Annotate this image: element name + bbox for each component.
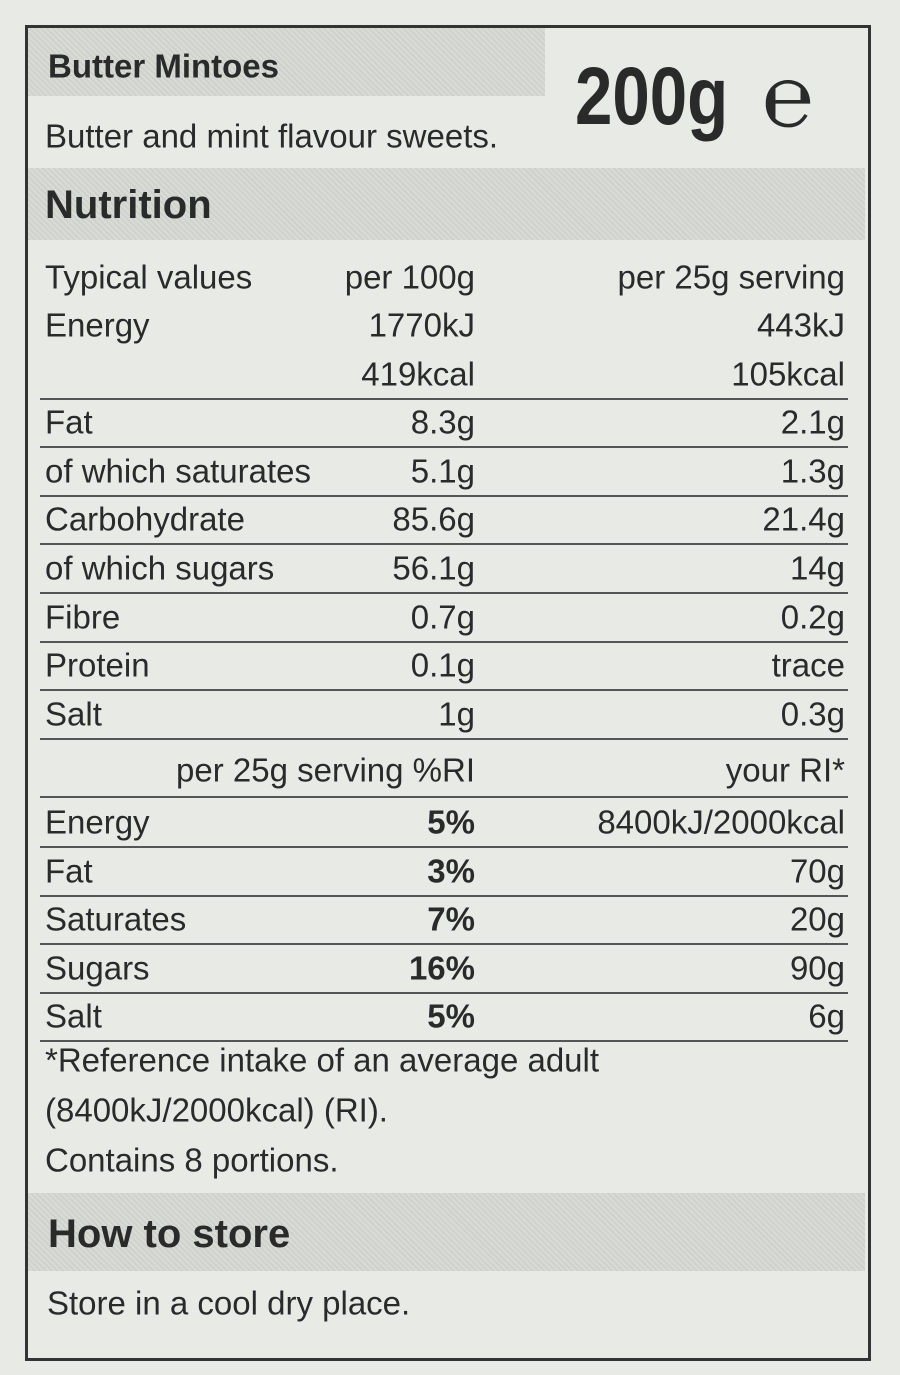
ri-value: 16%: [408, 949, 475, 987]
nutrient-value: 8.3g: [410, 403, 475, 441]
nutrient-value: 0.2g: [780, 598, 845, 636]
ri-value: 7%: [427, 900, 475, 938]
ri-header: your RI*: [725, 751, 845, 789]
title-band: [28, 28, 545, 96]
nutrient-value: trace: [771, 646, 845, 684]
nutrient-name: of which sugars: [45, 549, 275, 587]
nutrient-value: 419kcal: [361, 355, 475, 393]
nutrient-value: 1770kJ: [368, 306, 475, 344]
nutrient-value: 105kcal: [731, 355, 845, 393]
ri-name: Saturates: [45, 900, 187, 938]
column-header: per 25g serving: [617, 258, 845, 296]
column-header: per 100g: [344, 258, 475, 296]
storage-band: [28, 1193, 865, 1271]
ri-name: Salt: [45, 997, 102, 1035]
ri-value: 5%: [427, 803, 475, 841]
ri-value: 5%: [427, 997, 475, 1035]
product-weight: 200g: [575, 51, 729, 142]
footnote: Contains 8 portions.: [45, 1141, 339, 1179]
row-divider: [40, 991, 848, 994]
row-divider: [40, 397, 848, 400]
ri-value: 3%: [427, 852, 475, 890]
row-divider: [40, 796, 848, 798]
footnote: *Reference intake of an average adult: [45, 1041, 600, 1079]
nutrient-name: Salt: [45, 695, 102, 733]
product-name: Butter Mintoes: [48, 47, 279, 85]
ri-header: per 25g serving %RI: [176, 751, 475, 789]
nutrient-name: Protein: [45, 646, 150, 684]
nutrient-name: of which saturates: [45, 452, 311, 490]
row-divider: [40, 1040, 848, 1043]
storage-heading: How to store: [48, 1212, 291, 1256]
nutrient-name: Fat: [45, 403, 93, 441]
row-divider: [40, 592, 848, 594]
nutrient-value: 1.3g: [780, 452, 845, 490]
row-divider: [40, 494, 848, 497]
nutrient-name: Carbohydrate: [45, 500, 245, 538]
nutrient-name: Energy: [45, 306, 150, 344]
ri-name: Energy: [45, 803, 150, 841]
footnote: (8400kJ/2000kcal) (RI).: [45, 1091, 388, 1129]
nutrient-value: 0.1g: [410, 646, 475, 684]
nutrient-value: 5.1g: [410, 452, 475, 490]
nutrition-heading: Nutrition: [45, 183, 212, 227]
row-divider: [40, 894, 848, 897]
row-divider: [40, 689, 848, 692]
row-divider: [40, 737, 848, 740]
nutrient-value: 2.1g: [780, 403, 845, 441]
ri-value: 6g: [808, 997, 845, 1035]
ri-value: 8400kJ/2000kcal: [597, 803, 845, 841]
nutrient-value: 85.6g: [392, 500, 475, 538]
row-divider: [40, 446, 848, 449]
nutrient-value: 1g: [438, 695, 475, 733]
column-header: Typical values: [45, 258, 253, 296]
nutrient-value: 14g: [789, 549, 845, 587]
nutrient-name: Fibre: [45, 598, 121, 636]
ri-value: 20g: [789, 900, 845, 938]
row-divider: [40, 640, 848, 643]
nutrient-value: 0.3g: [780, 695, 845, 733]
ri-name: Fat: [45, 852, 93, 890]
row-divider: [40, 943, 848, 946]
nutrient-value: 56.1g: [392, 549, 475, 587]
ri-name: Sugars: [45, 949, 150, 987]
storage-text: Store in a cool dry place.: [47, 1284, 411, 1322]
nutrient-value: 0.7g: [410, 598, 475, 636]
nutrient-value: 443kJ: [756, 306, 845, 344]
ri-value: 70g: [789, 852, 845, 890]
label-box: [25, 25, 871, 1361]
estimate-mark: ℮: [762, 49, 814, 145]
product-description: Butter and mint flavour sweets.: [45, 117, 499, 155]
row-divider: [40, 543, 848, 546]
nutrition-band: [28, 168, 865, 240]
ri-value: 90g: [789, 949, 845, 987]
row-divider: [40, 846, 848, 848]
nutrient-value: 21.4g: [762, 500, 845, 538]
